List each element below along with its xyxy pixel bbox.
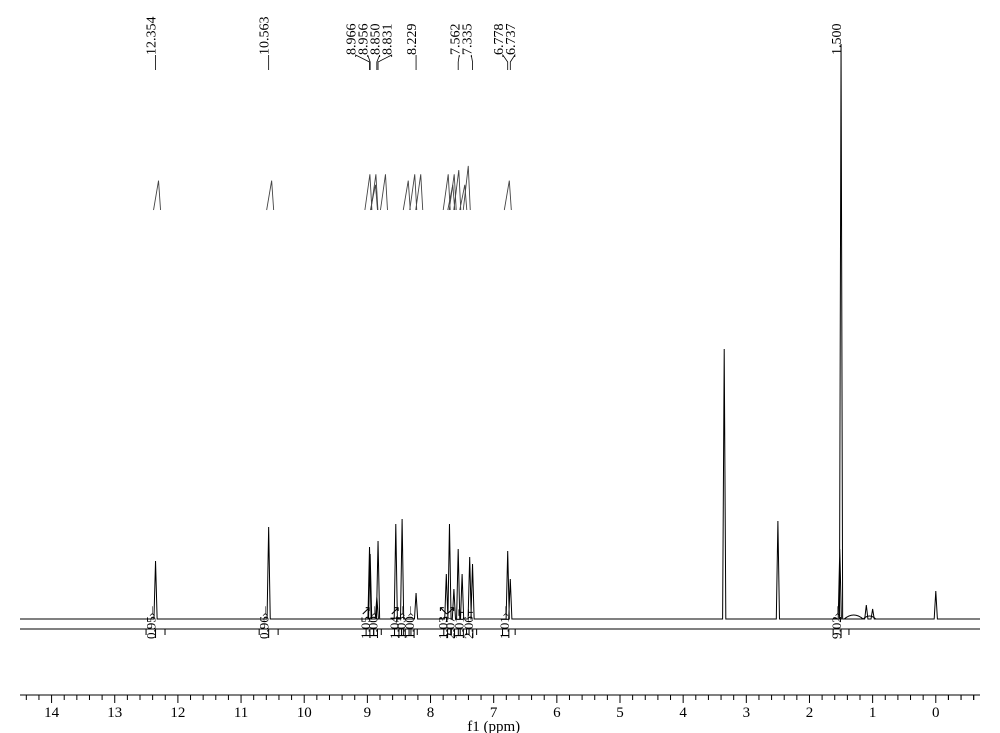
integral-label: 9.02⤚ [829,605,844,639]
tick-label: 0 [932,705,940,721]
peak-label-connector [368,55,370,70]
zoom-trace [504,181,511,210]
tick-label: 9 [364,705,372,721]
tick-label: 14 [44,705,60,721]
tick-label: 4 [679,705,687,721]
peak-ppm-label: 1.500 [830,24,845,56]
spectrum-trace [20,44,980,619]
zoom-trace [403,181,410,210]
tick-label: 13 [107,705,122,721]
tick-label: 12 [170,705,185,721]
tick-label: 11 [234,705,248,721]
peak-ppm-label: 6.737 [504,24,519,56]
tick-label: 1 [869,705,877,721]
integral-label: 1.01⤚ [497,605,512,639]
peak-ppm-label: 7.335 [460,24,475,56]
baseline-bump [844,615,863,619]
tick-label: 2 [806,705,814,721]
peak-label-connector [378,55,392,70]
integral-label: 1.00⤚ [402,605,417,639]
integral-label: 2.06⫟ [461,608,476,639]
peak-ppm-label: 10.563 [258,17,273,56]
peak-label-connector [458,55,459,70]
tick-label: 6 [553,705,561,721]
nmr-spectrum: 0.95⤚0.96⤚1.05↘1.00⤚1.04↘1.03⤚1.00⤚1.03↗… [0,0,1000,733]
tick-label: 10 [297,705,312,721]
tick-label: 3 [743,705,751,721]
peak-label-connector [503,55,508,70]
tick-label: 8 [427,705,435,721]
integral-label: 0.95⤚ [144,605,159,639]
zoom-trace [154,181,161,210]
peak-label-connector [471,55,472,70]
peak-label-connector [510,55,515,70]
tick-label: 5 [616,705,624,721]
zoom-trace [410,174,423,210]
integral-label: 1.00⤚ [365,605,380,639]
peak-ppm-label: 8.229 [405,24,420,56]
x-axis-label: f1 (ppm) [467,719,520,733]
peak-label-connector [356,55,370,70]
zoom-trace [267,181,274,210]
integral-label: 0.96⤚ [257,605,272,639]
peak-ppm-label: 8.831 [381,24,396,56]
peak-ppm-label: 12.354 [145,17,160,56]
